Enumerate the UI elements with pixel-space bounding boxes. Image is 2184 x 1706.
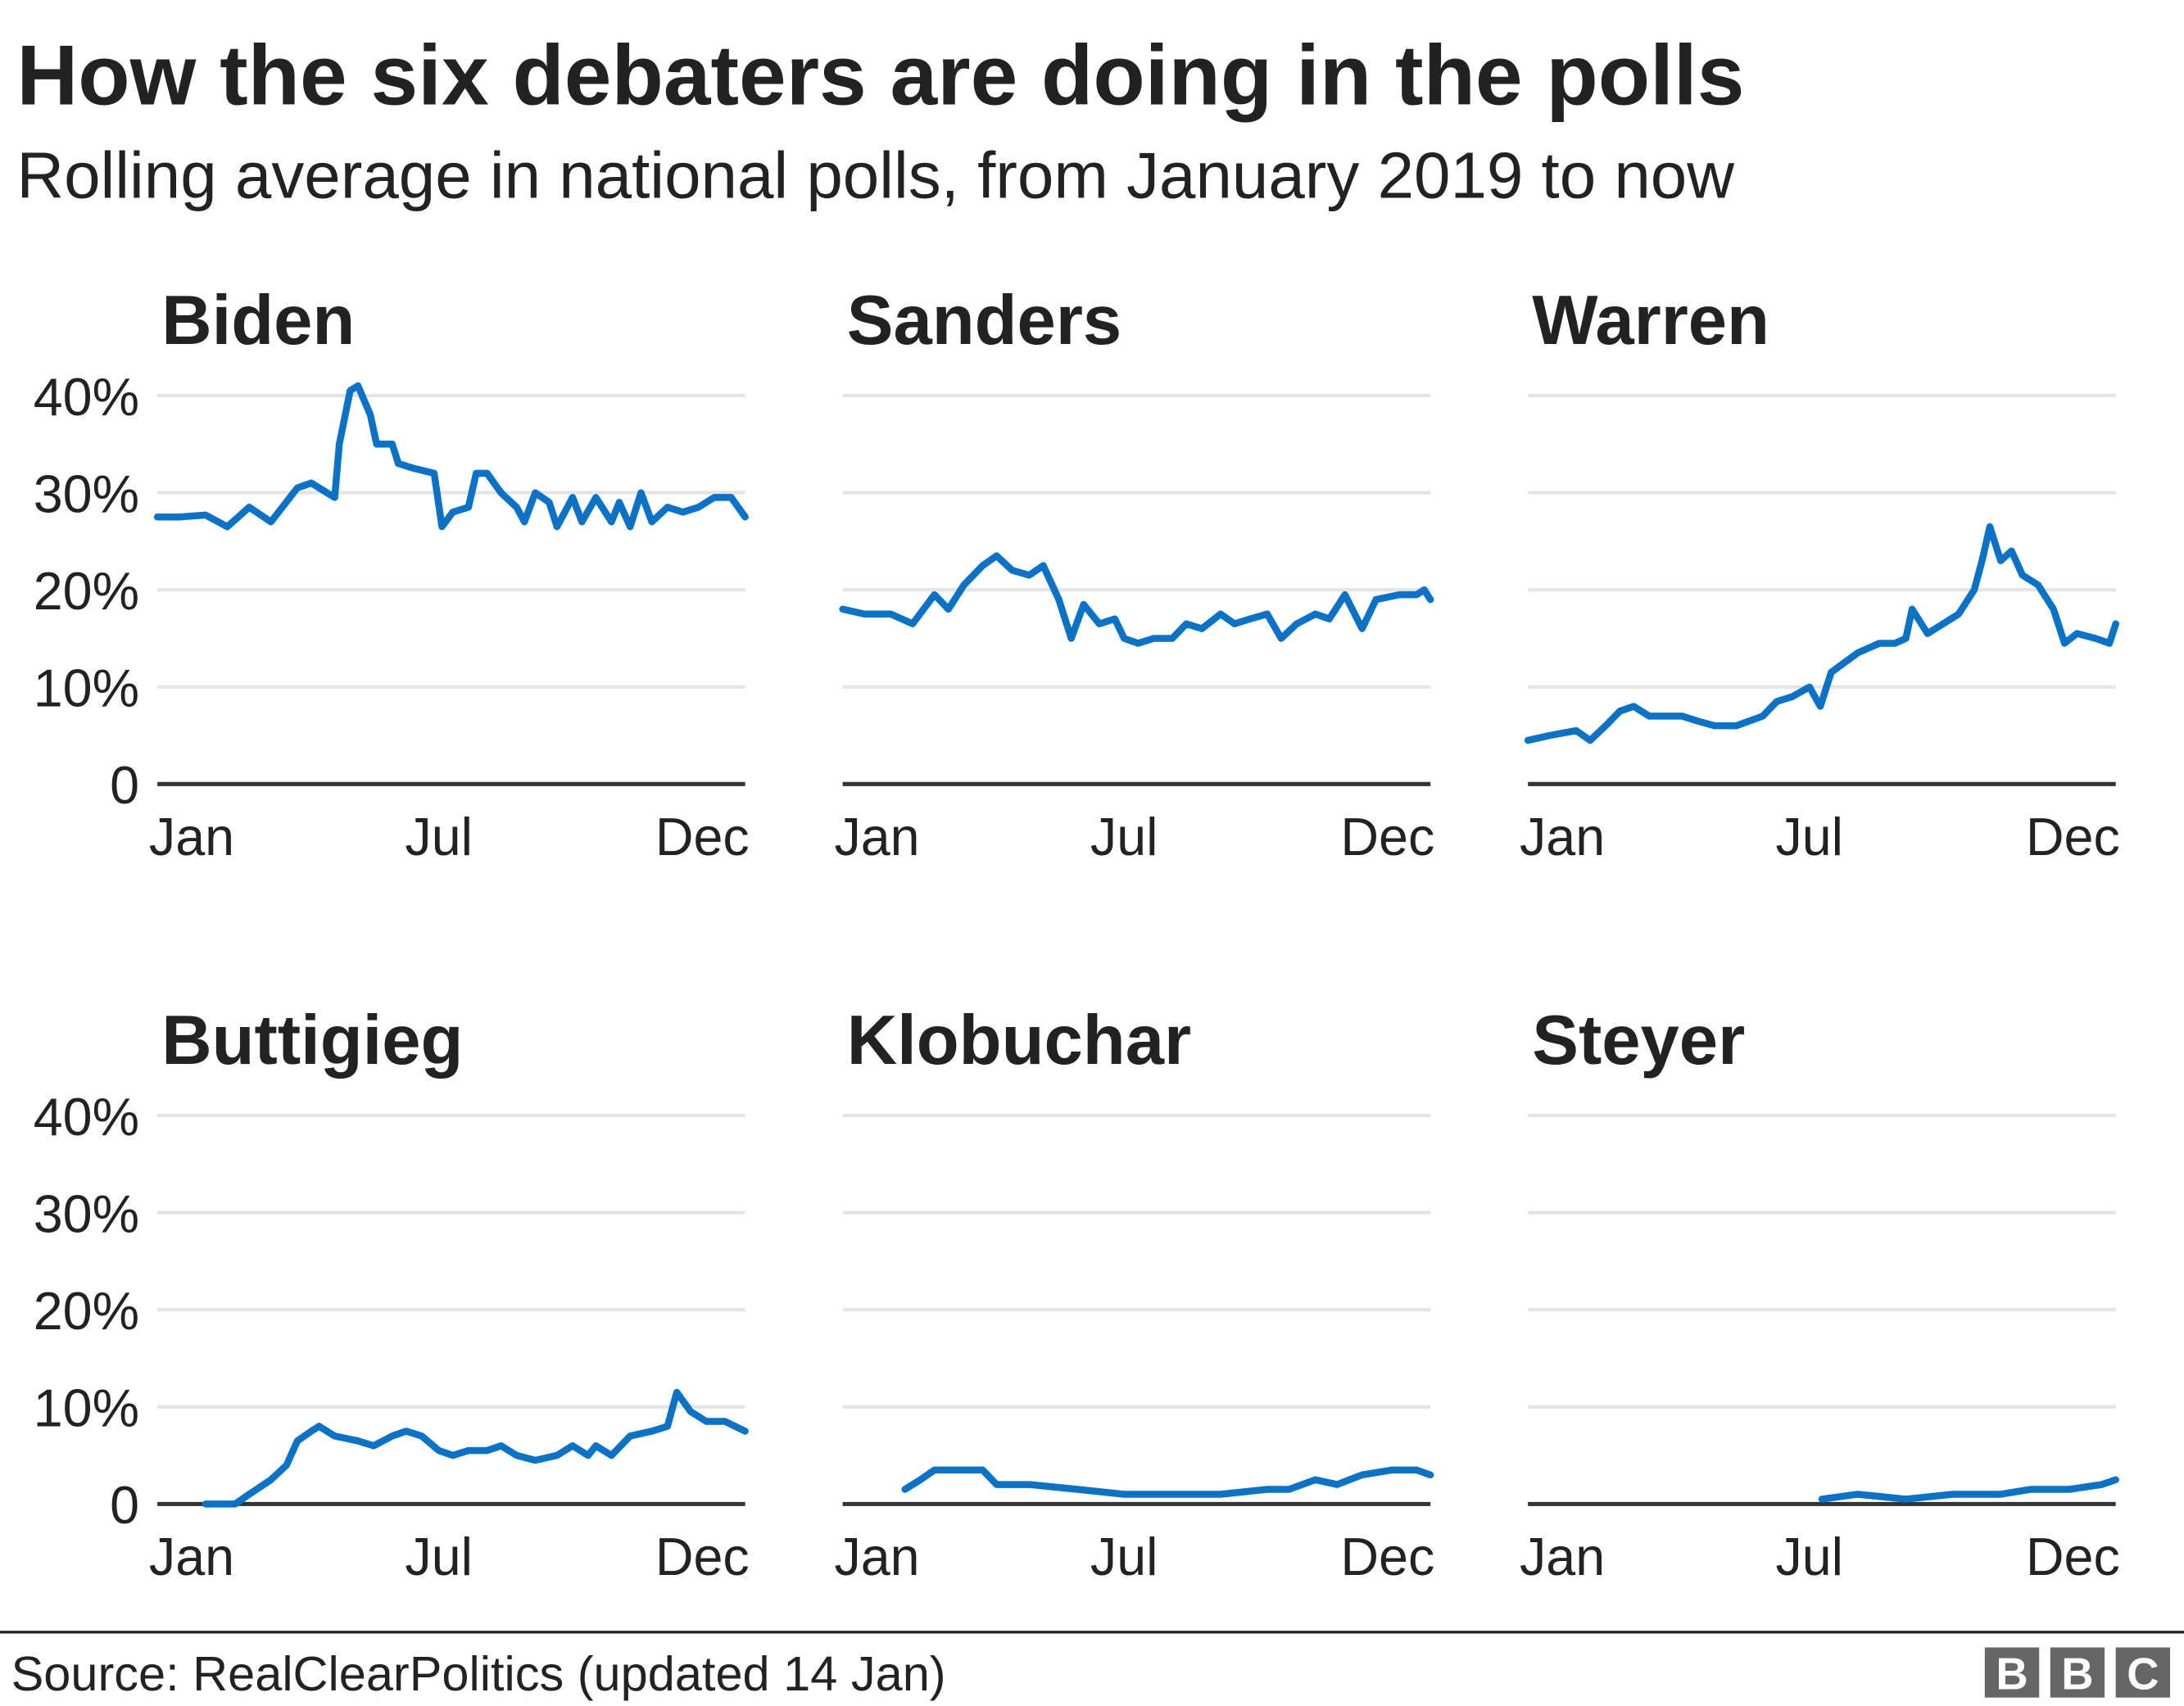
panel-title: Klobuchar bbox=[847, 1002, 1191, 1079]
x-tick-label: Jul bbox=[1090, 1527, 1158, 1586]
x-tick-label: Jul bbox=[1090, 808, 1158, 867]
panel-sanders: Sanders Jan Jul Dec bbox=[834, 282, 1434, 867]
y-tick-label: 30% bbox=[34, 464, 139, 523]
panel-steyer: Steyer Jan Jul Dec bbox=[1520, 1002, 2120, 1586]
x-tick-label: Jan bbox=[1520, 808, 1605, 867]
series-line-warren bbox=[1524, 523, 2119, 744]
panel-klobuchar: Klobuchar Jan Jul Dec bbox=[834, 1002, 1434, 1586]
x-tick-label: Jul bbox=[405, 1527, 473, 1586]
x-tick-label: Dec bbox=[2026, 808, 2120, 867]
source-note: Source: RealClearPolitics (updated 14 Ja… bbox=[11, 1646, 946, 1701]
bbc-logo: B B C bbox=[1984, 1647, 2170, 1699]
series-line-steyer bbox=[1818, 1476, 2119, 1503]
x-tick-label: Jul bbox=[1775, 808, 1843, 867]
y-tick-label: 20% bbox=[34, 1282, 139, 1341]
series-line-klobuchar bbox=[901, 1466, 1434, 1498]
panel-title: Biden bbox=[161, 282, 355, 360]
y-tick-label: 0 bbox=[110, 756, 139, 815]
y-tick-label: 40% bbox=[34, 368, 139, 427]
y-tick-label: 10% bbox=[34, 659, 139, 718]
x-tick-label: Dec bbox=[655, 1527, 750, 1586]
y-tick-label: 30% bbox=[34, 1184, 139, 1243]
x-tick-label: Jul bbox=[405, 808, 473, 867]
series-line-sanders bbox=[839, 552, 1434, 647]
panel-title: Steyer bbox=[1532, 1002, 1745, 1079]
y-tick-label: 20% bbox=[34, 562, 139, 621]
chart-title: How the six debaters are doing in the po… bbox=[16, 28, 1744, 123]
x-tick-label: Jan bbox=[1520, 1527, 1605, 1586]
small-multiples: Biden 0 10% 20% 30% 40% Jan Jul Dec Sanders Jan Jul… bbox=[34, 282, 2120, 1586]
y-tick-label: 10% bbox=[34, 1379, 139, 1438]
x-tick-label: Dec bbox=[1340, 1527, 1434, 1586]
x-tick-label: Dec bbox=[655, 808, 750, 867]
x-tick-label: Dec bbox=[1340, 808, 1434, 867]
panel-buttigieg: Buttigieg 0 10% 20% 30% 40% Jan Jul Dec bbox=[34, 1002, 750, 1586]
svg-text:C: C bbox=[2127, 1649, 2159, 1699]
panel-title: Sanders bbox=[847, 282, 1121, 360]
chart-subtitle: Rolling average in national polls, from … bbox=[16, 139, 1734, 212]
y-tick-label: 0 bbox=[110, 1476, 139, 1535]
panel-title: Warren bbox=[1532, 282, 1769, 360]
svg-text:B: B bbox=[2061, 1649, 2093, 1699]
panel-biden: Biden 0 10% 20% 30% 40% Jan Jul Dec bbox=[34, 282, 750, 867]
x-tick-label: Dec bbox=[2026, 1527, 2120, 1586]
x-tick-label: Jan bbox=[834, 1527, 919, 1586]
x-tick-label: Jul bbox=[1775, 1527, 1843, 1586]
panel-warren: Warren Jan Jul Dec bbox=[1520, 282, 2120, 867]
series-line-buttigieg bbox=[202, 1388, 749, 1508]
svg-text:B: B bbox=[1996, 1649, 2028, 1699]
x-tick-label: Jan bbox=[149, 1527, 234, 1586]
x-tick-label: Jan bbox=[834, 808, 919, 867]
y-tick-label: 40% bbox=[34, 1088, 139, 1147]
panel-title: Buttigieg bbox=[161, 1002, 463, 1079]
x-tick-label: Jan bbox=[149, 808, 234, 867]
series-line-biden bbox=[153, 382, 749, 531]
